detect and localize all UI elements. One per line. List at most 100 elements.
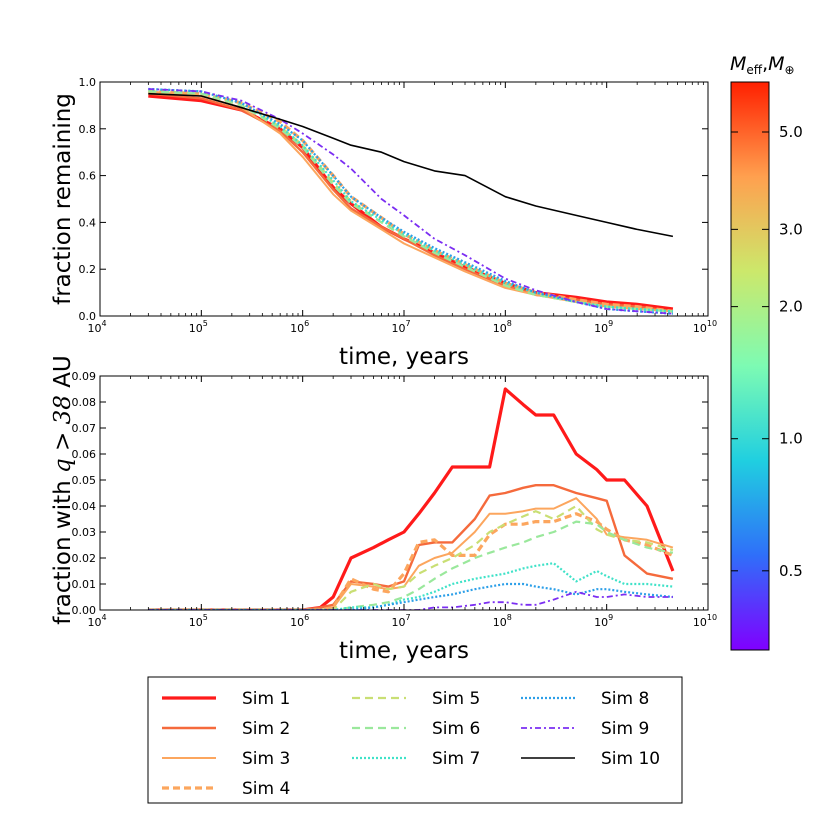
colorbar-tick-label: 3.0 <box>779 220 803 238</box>
top-xtick-exponent: 7 <box>405 319 410 328</box>
top-xtick-base: 10 <box>189 322 203 335</box>
top-series-sim-4 <box>148 89 674 313</box>
colorbar-label-sep: , <box>762 53 768 75</box>
bottom-xtick-base: 10 <box>493 616 507 629</box>
top-xtick-exponent: 10 <box>707 319 717 328</box>
legend-label: Sim 5 <box>432 689 480 709</box>
top-ytick-label: 0.6 <box>79 170 97 183</box>
bottom-series-sim-7 <box>148 562 674 610</box>
legend-label: Sim 2 <box>242 719 290 739</box>
top-series-sim-2 <box>148 92 674 313</box>
top-ytick-label: 0.2 <box>79 263 97 276</box>
bottom-xtick-exponent: 10 <box>707 613 717 622</box>
legend: Sim 1 Sim 2 Sim 3 Sim 4 Sim 5 Sim 6 Sim 7 Sim 8… <box>147 676 683 804</box>
bottom-series-sim-2 <box>148 484 674 610</box>
bottom-xtick-label: 104 <box>87 613 106 629</box>
bottom-xtick-exponent: 5 <box>203 613 208 622</box>
top-xtick-base: 10 <box>391 322 405 335</box>
top-xtick-base: 10 <box>290 322 304 335</box>
bottom-ytick-label: 0.00 <box>72 604 97 617</box>
legend-entries: Sim 1 Sim 2 Sim 3 Sim 4 Sim 5 Sim 6 Sim 7 Sim 8… <box>162 689 660 799</box>
colorbar-tick-label: 5.0 <box>779 123 803 141</box>
top-xtick-base: 10 <box>87 322 101 335</box>
bottom-ytick-label: 0.04 <box>72 500 97 513</box>
bottom-xlabel: time, years <box>339 638 469 664</box>
bottom-ytick-label: 0.05 <box>72 474 97 487</box>
top-xtick-base: 10 <box>493 322 507 335</box>
bottom-series-sim-8 <box>148 582 674 610</box>
colorbar-ticks: 5.0 3.0 2.0 1.0 0.5 <box>731 123 803 580</box>
bottom-xtick-exponent: 8 <box>507 613 512 622</box>
bottom-series-sim-3 <box>148 497 674 610</box>
legend-label: Sim 3 <box>242 749 290 769</box>
top-series-sim-7 <box>148 87 673 313</box>
bottom-xtick-label: 105 <box>189 613 208 629</box>
top-xtick-exponent: 8 <box>507 319 512 328</box>
top-xtick-exponent: 6 <box>304 319 309 328</box>
top-ytick-label: 1.0 <box>79 76 97 89</box>
top-xtick-exponent: 5 <box>203 319 208 328</box>
bottom-ylabel-math: q > 38 <box>50 395 76 473</box>
bottom-xtick-base: 10 <box>189 616 203 629</box>
top-ylabel: fraction remaining <box>50 93 76 305</box>
top-xtick-base: 10 <box>693 322 707 335</box>
bottom-xtick-exponent: 4 <box>101 613 106 622</box>
top-series-sim-1 <box>148 94 674 311</box>
top-xtick-label: 105 <box>189 319 208 335</box>
legend-frame <box>147 676 683 804</box>
top-xtick-exponent: 4 <box>101 319 106 328</box>
top-xtick-label: 104 <box>87 319 106 335</box>
top-series-sim-9 <box>148 88 673 315</box>
colorbar-tick-label: 1.0 <box>779 430 803 448</box>
bottom-xtick-base: 10 <box>87 616 101 629</box>
top-xtick-base: 10 <box>594 322 608 335</box>
top-xtick-label: 106 <box>290 319 309 335</box>
bottom-ticks: 104 105 106 107 108 109 10100.000.010.020.030.… <box>72 370 718 629</box>
legend-label: Sim 1 <box>242 689 290 709</box>
bottom-ytick-label: 0.09 <box>72 370 97 383</box>
bottom-xtick-exponent: 9 <box>608 613 613 622</box>
bottom-ylabel-suffix: AU <box>50 355 76 388</box>
top-xtick-label: 107 <box>391 319 410 335</box>
bottom-xtick-label: 108 <box>493 613 512 629</box>
bottom-series-group <box>148 387 675 610</box>
bottom-ytick-label: 0.02 <box>72 552 97 565</box>
legend-label: Sim 6 <box>432 719 480 739</box>
top-plot: 104 105 106 107 108 109 10100.00.20.40.60.81.0… <box>50 76 717 370</box>
bottom-xtick-exponent: 7 <box>405 613 410 622</box>
top-ytick-label: 0.8 <box>79 123 97 136</box>
colorbar-label-m1: M <box>730 53 746 75</box>
bottom-ylabel: fraction with q > 38 AU <box>50 355 76 625</box>
top-ytick-label: 0.0 <box>79 310 97 323</box>
bottom-xtick-exponent: 6 <box>304 613 309 622</box>
top-series-sim-5 <box>148 90 673 313</box>
top-series-sim-10 <box>148 92 674 238</box>
top-xtick-exponent: 9 <box>608 319 613 328</box>
legend-label: Sim 4 <box>242 779 290 799</box>
bottom-ytick-label: 0.03 <box>72 526 97 539</box>
bottom-xtick-label: 1010 <box>693 613 717 629</box>
legend-label: Sim 10 <box>601 749 660 769</box>
colorbar: 5.03.02.01.00.5 Meff,M⊕ <box>730 53 803 651</box>
legend-label: Sim 8 <box>601 689 649 709</box>
top-xlabel: time, years <box>339 344 469 370</box>
bottom-ylabel-prefix: fraction with <box>50 480 76 624</box>
top-axes-frame <box>99 81 709 317</box>
top-series-group <box>148 87 674 315</box>
bottom-ytick-label: 0.07 <box>72 422 97 435</box>
bottom-ytick-label: 0.08 <box>72 396 97 409</box>
bottom-xtick-label: 106 <box>290 613 309 629</box>
bottom-xtick-label: 107 <box>391 613 410 629</box>
bottom-ytick-label: 0.06 <box>72 448 97 461</box>
top-series-sim-8 <box>148 87 673 315</box>
bottom-ytick-label: 0.01 <box>72 578 97 591</box>
top-series-sim-3 <box>148 90 673 313</box>
bottom-xtick-base: 10 <box>391 616 405 629</box>
legend-label: Sim 9 <box>601 719 649 739</box>
colorbar-label: Meff,M⊕ <box>730 53 795 77</box>
top-ytick-label: 0.4 <box>79 216 97 229</box>
colorbar-gradient <box>730 81 770 651</box>
bottom-xtick-base: 10 <box>290 616 304 629</box>
